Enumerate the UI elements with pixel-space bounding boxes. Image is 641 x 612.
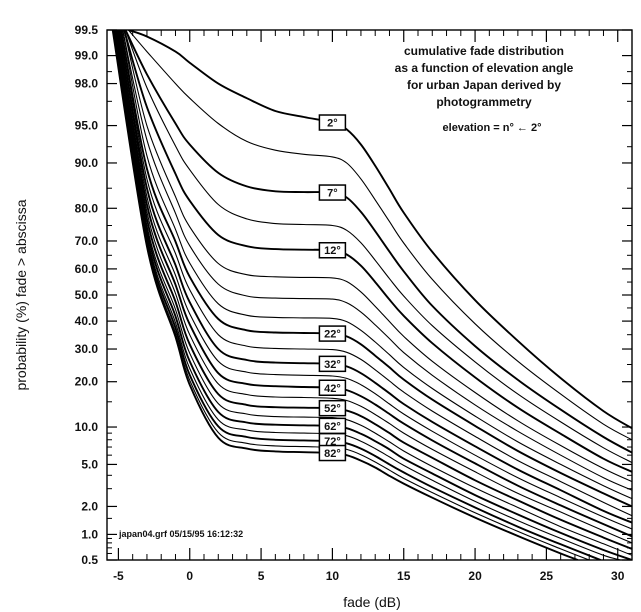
elevation-labels: 2°7°12°22°32°42°52°62°72°82° — [318, 114, 347, 462]
elevation-label-82deg: 82° — [324, 448, 341, 460]
series-line-4deg — [127, 30, 632, 441]
y-tick-label: 2.0 — [81, 499, 98, 513]
y-tick-label: 5.0 — [81, 457, 98, 471]
title-line-4: photogrammetry — [436, 95, 532, 109]
series-line-17deg — [122, 30, 632, 491]
x-tick-label: 30 — [611, 569, 625, 583]
x-tick-label: 10 — [326, 569, 340, 583]
elevation-label-box-82deg — [318, 444, 347, 462]
footer-stamp: japan04.grf 05/15/95 16:12:32 — [118, 529, 243, 539]
y-tick-label: 90.0 — [75, 156, 99, 170]
series-line-67deg — [115, 30, 621, 560]
y-tick-label: 99.5 — [75, 23, 99, 37]
y-tick-label: 10.0 — [75, 420, 99, 434]
series-line-22deg — [120, 30, 632, 508]
elevation-label-52deg: 52° — [324, 403, 341, 415]
series-line-27deg — [120, 30, 632, 517]
elevation-label-box-2deg — [318, 114, 347, 131]
elevation-label-box-7deg — [318, 184, 347, 201]
y-tick-label: 70.0 — [75, 234, 99, 248]
y-tick-label: 99.0 — [75, 49, 99, 63]
series-line-62deg — [114, 30, 632, 560]
series-line-57deg — [116, 30, 632, 556]
y-tick-label: 50.0 — [75, 288, 99, 302]
series-layer — [111, 30, 632, 560]
y-tick-label: 80.0 — [75, 201, 99, 215]
elevation-label-box-52deg — [318, 399, 347, 417]
series-line-2deg — [128, 30, 632, 430]
series-line-37deg — [119, 30, 632, 530]
x-tick-label: 5 — [258, 569, 265, 583]
y-tick-label: 40.0 — [75, 314, 99, 328]
x-tick-label: 0 — [186, 569, 193, 583]
elevation-label-box-22deg — [318, 325, 347, 342]
y-tick-label: 0.5 — [81, 553, 98, 567]
elevation-label-box-42deg — [318, 379, 347, 397]
chart-title: cumulative fade distribution as a functi… — [395, 44, 574, 109]
series-line-19deg — [122, 30, 632, 500]
elevation-label-2deg: 2° — [327, 118, 338, 130]
x-tick-label: 25 — [540, 569, 554, 583]
chart-subtitle: elevation = n° ← 2° — [443, 122, 542, 134]
y-tick-label: 98.0 — [75, 77, 99, 91]
elevation-label-62deg: 62° — [324, 421, 341, 433]
elevation-label-box-12deg — [318, 241, 347, 259]
series-line-47deg — [117, 30, 632, 544]
x-tick-label: 20 — [468, 569, 482, 583]
y-tick-label: 60.0 — [75, 262, 99, 276]
title-line-3: for urban Japan derived by — [407, 78, 561, 92]
y-tick-label: 20.0 — [75, 375, 99, 389]
y-tick-label: 95.0 — [75, 119, 99, 133]
y-tick-label: 30.0 — [75, 342, 99, 356]
axis-ticks: -5 0 5 10 15 20 25 30 0.5 1.0 2.0 5.0 10.0 20.0 30.0 40… — [75, 23, 633, 583]
x-tick-label: -5 — [113, 569, 124, 583]
x-tick-label: 15 — [397, 569, 411, 583]
series-line-52deg — [116, 30, 632, 550]
elevation-label-32deg: 32° — [324, 359, 341, 371]
elevation-label-22deg: 22° — [324, 329, 341, 341]
x-axis-title: fade (dB) — [343, 594, 401, 610]
elevation-label-7deg: 7° — [327, 188, 338, 200]
series-line-14deg — [123, 30, 632, 483]
series-line-9deg — [124, 30, 632, 463]
elevation-label-42deg: 42° — [324, 383, 341, 395]
y-axis-title: probability (%) fade > abscissa — [13, 199, 29, 390]
series-line-32deg — [118, 30, 632, 524]
elevation-label-box-32deg — [318, 355, 347, 373]
y-tick-label: 1.0 — [81, 527, 98, 541]
title-line-1: cumulative fade distribution — [404, 44, 564, 58]
series-line-7deg — [124, 30, 632, 454]
title-line-2: as a function of elevation angle — [395, 61, 574, 75]
elevation-label-12deg: 12° — [324, 245, 341, 257]
series-line-42deg — [117, 30, 632, 538]
series-line-12deg — [123, 30, 632, 473]
